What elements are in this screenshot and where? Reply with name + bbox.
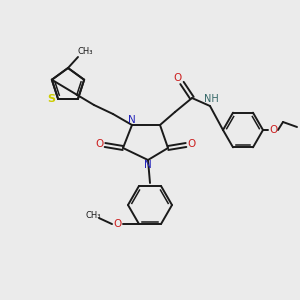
Text: O: O [113,219,121,229]
Text: O: O [270,125,278,135]
Text: N: N [144,160,152,170]
Text: O: O [187,139,195,149]
Text: CH₃: CH₃ [85,211,101,220]
Text: O: O [173,73,181,83]
Text: CH₃: CH₃ [77,47,93,56]
Text: O: O [96,139,104,149]
Text: NH: NH [204,94,218,104]
Text: N: N [128,115,136,125]
Text: S: S [47,94,55,104]
